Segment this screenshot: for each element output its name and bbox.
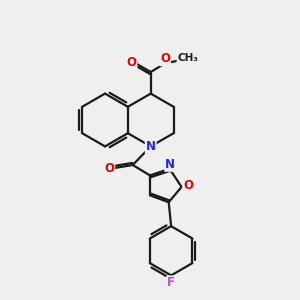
Text: N: N	[146, 140, 156, 153]
Text: O: O	[104, 161, 114, 175]
Text: O: O	[183, 179, 193, 192]
Text: CH₃: CH₃	[177, 53, 198, 63]
Text: O: O	[160, 52, 170, 65]
Text: O: O	[127, 56, 136, 69]
Text: F: F	[167, 276, 175, 290]
Text: N: N	[165, 158, 175, 171]
